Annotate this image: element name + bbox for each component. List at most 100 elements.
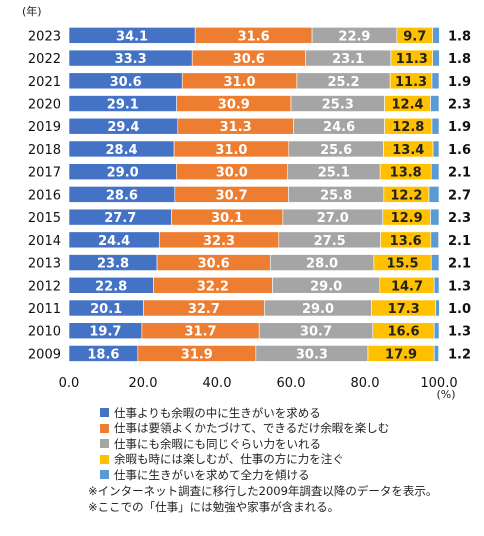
- data-label-2020-series-4: 2.3: [448, 98, 471, 113]
- x-tick-label-60.0: 60.0: [277, 376, 306, 391]
- bar-2020-series-4: [430, 95, 440, 112]
- data-label-2011-series-4: 1.0: [448, 302, 471, 317]
- data-label-2022-series-4: 1.8: [448, 52, 471, 67]
- data-label-2019-series-2: 24.6: [323, 120, 355, 135]
- bar-2009-series-4: [433, 345, 439, 362]
- legend-item-0: 仕事よりも余暇の中に生きがいを求める: [100, 405, 389, 421]
- bar-2012-series-4: [433, 276, 440, 294]
- category-label-2022: 2022: [28, 52, 61, 67]
- data-label-2010-series-2: 30.7: [300, 325, 332, 340]
- data-label-2015-series-1: 30.1: [211, 211, 243, 226]
- data-label-2011-series-0: 20.1: [90, 302, 122, 317]
- note-work-definition: ※ここでの「仕事」には勉強や家事が含まれる。: [88, 500, 340, 514]
- data-label-2010-series-3: 16.6: [387, 325, 419, 340]
- bar-2010-series-4: [433, 322, 440, 340]
- data-label-2017-series-1: 30.0: [216, 166, 248, 181]
- x-tick-label-40.0: 40.0: [203, 376, 232, 391]
- category-label-2012: 2012: [28, 279, 61, 294]
- data-label-2022-series-0: 33.3: [115, 52, 147, 67]
- data-label-2019-series-4: 1.9: [448, 120, 471, 135]
- data-label-2015-series-3: 12.9: [391, 211, 423, 226]
- data-label-2012-series-1: 32.2: [197, 279, 229, 294]
- data-label-2021-series-3: 11.3: [395, 75, 427, 90]
- data-label-2013-series-1: 30.6: [198, 257, 230, 272]
- data-label-2023-series-1: 31.6: [238, 29, 270, 44]
- data-label-2012-series-0: 22.8: [95, 279, 127, 294]
- data-label-2019-series-0: 29.4: [107, 120, 139, 135]
- legend: 仕事よりも余暇の中に生きがいを求める 仕事は要領よくかたづけて、できるだけ余暇を楽…: [100, 405, 389, 483]
- note-survey-method: ※インターネット調査に移行した2009年調査以降のデータを表示。: [88, 484, 438, 498]
- category-label-2019: 2019: [28, 120, 61, 135]
- x-tick-label-80.0: 80.0: [351, 376, 380, 391]
- data-label-2013-series-0: 23.8: [97, 257, 129, 272]
- bar-2014-series-4: [430, 231, 439, 249]
- category-label-2014: 2014: [28, 234, 61, 249]
- data-label-2015-series-4: 2.3: [448, 211, 471, 226]
- legend-label-3: 余暇も時には楽しむが、仕事の方に力を注ぐ: [114, 452, 344, 467]
- data-label-2012-series-4: 1.3: [448, 279, 471, 294]
- data-label-2013-series-2: 28.0: [306, 257, 338, 272]
- data-label-2010-series-4: 1.3: [448, 325, 471, 340]
- category-label-2023: 2023: [28, 29, 61, 44]
- data-label-2010-series-0: 19.7: [89, 325, 121, 340]
- data-label-2016-series-0: 28.6: [106, 188, 138, 203]
- category-label-2011: 2011: [28, 302, 61, 317]
- bar-2018-series-4: [432, 140, 440, 158]
- data-label-2016-series-2: 25.8: [320, 188, 352, 203]
- data-label-2018-series-3: 13.4: [392, 143, 424, 158]
- data-label-2018-series-1: 31.0: [215, 143, 247, 158]
- data-label-2021-series-2: 25.2: [328, 75, 360, 90]
- legend-swatch-2: [100, 439, 109, 449]
- data-label-2017-series-0: 29.0: [107, 166, 139, 181]
- legend-swatch-0: [100, 408, 109, 418]
- data-label-2011-series-3: 17.3: [388, 302, 420, 317]
- data-label-2021-series-0: 30.6: [110, 75, 142, 90]
- data-label-2018-series-0: 28.4: [106, 143, 138, 158]
- data-label-2009-series-0: 18.6: [87, 347, 119, 362]
- category-label-2020: 2020: [28, 98, 61, 113]
- data-label-2023-series-0: 34.1: [116, 29, 148, 44]
- data-label-2009-series-1: 31.9: [181, 347, 213, 362]
- x-tick-label-100.0: 100.0: [420, 376, 457, 391]
- data-label-2009-series-3: 17.9: [385, 347, 417, 362]
- data-label-2013-series-3: 15.5: [387, 257, 419, 272]
- legend-label-4: 仕事に生きがいを求めて全力を傾ける: [114, 467, 310, 482]
- category-label-2018: 2018: [28, 143, 61, 158]
- data-label-2011-series-2: 29.0: [302, 302, 334, 317]
- data-label-2023-series-4: 1.8: [448, 29, 471, 44]
- data-label-2016-series-1: 30.7: [216, 188, 248, 203]
- data-label-2022-series-3: 11.3: [396, 52, 428, 67]
- bar-2011-series-4: [435, 299, 440, 317]
- data-label-2015-series-0: 27.7: [104, 211, 136, 226]
- category-label-2021: 2021: [28, 75, 61, 90]
- bar-2016-series-4: [428, 186, 440, 203]
- category-label-2010: 2010: [28, 325, 61, 340]
- data-label-2009-series-2: 30.3: [296, 347, 328, 362]
- legend-label-1: 仕事は要領よくかたづけて、できるだけ余暇を楽しむ: [114, 421, 390, 436]
- data-label-2019-series-1: 31.3: [220, 120, 252, 135]
- data-label-2012-series-2: 29.0: [310, 279, 342, 294]
- data-label-2016-series-4: 2.7: [448, 188, 471, 203]
- category-label-2016: 2016: [28, 188, 61, 203]
- data-label-2020-series-2: 25.3: [322, 98, 354, 113]
- data-label-2018-series-4: 1.6: [448, 143, 471, 158]
- category-label-2009: 2009: [28, 347, 61, 362]
- data-label-2009-series-4: 1.2: [448, 347, 471, 362]
- category-label-2015: 2015: [28, 211, 61, 226]
- data-label-2010-series-1: 31.7: [184, 325, 216, 340]
- bar-2017-series-4: [430, 163, 440, 180]
- data-label-2023-series-2: 22.9: [338, 29, 370, 44]
- data-label-2013-series-4: 2.1: [448, 257, 471, 272]
- bar-2015-series-4: [430, 208, 440, 226]
- data-label-2020-series-1: 30.9: [218, 98, 250, 113]
- legend-item-1: 仕事は要領よくかたづけて、できるだけ余暇を楽しむ: [100, 421, 389, 437]
- category-label-2017: 2017: [28, 166, 61, 181]
- data-label-2016-series-3: 12.2: [390, 188, 422, 203]
- legend-item-4: 仕事に生きがいを求めて全力を傾ける: [100, 467, 389, 483]
- data-label-2017-series-3: 13.8: [390, 166, 422, 181]
- notes: ※インターネット調査に移行した2009年調査以降のデータを表示。 ※ここでの「仕…: [88, 483, 437, 515]
- data-label-2021-series-1: 31.0: [224, 75, 256, 90]
- data-label-2021-series-4: 1.9: [448, 75, 471, 90]
- category-label-2013: 2013: [28, 257, 61, 272]
